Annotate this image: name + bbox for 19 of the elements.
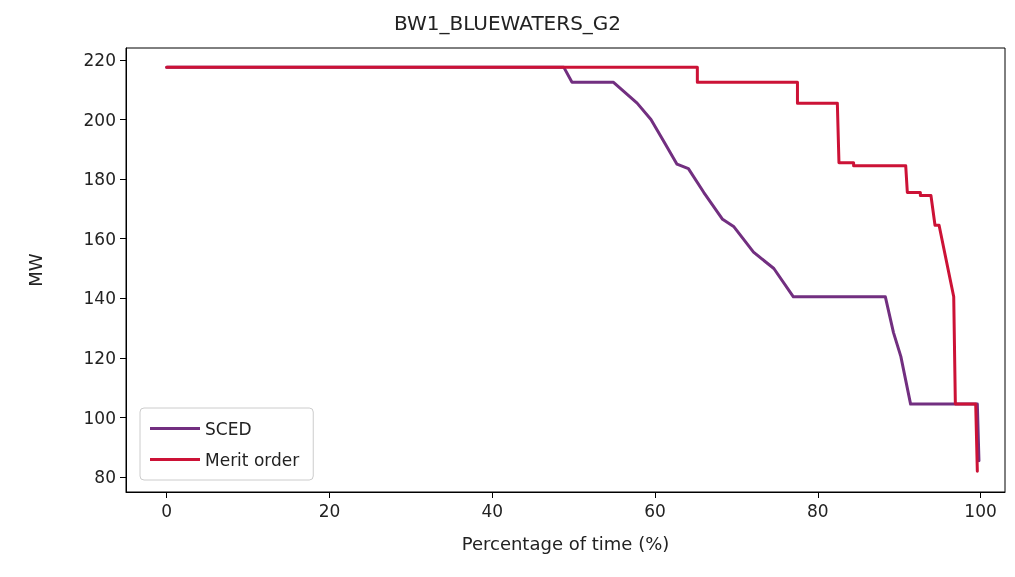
x-tick-label: 60 — [644, 500, 666, 521]
y-tick-label: 200 — [83, 109, 116, 130]
x-tick-label: 40 — [481, 500, 504, 521]
y-axis-title: MW — [24, 253, 46, 287]
legend-label: SCED — [205, 418, 252, 439]
y-tick-label: 140 — [83, 288, 116, 309]
x-axis-title: Percentage of time (%) — [461, 532, 670, 554]
y-tick-label: 80 — [94, 467, 116, 488]
y-tick-label: 220 — [83, 49, 116, 70]
legend-label: Merit order — [205, 449, 300, 470]
x-tick-label: 100 — [964, 500, 997, 521]
chart-title: BW1_BLUEWATERS_G2 — [393, 11, 622, 35]
x-tick-label: 80 — [806, 500, 829, 521]
y-tick-label: 160 — [83, 228, 116, 249]
x-tick-label: 20 — [318, 500, 341, 521]
x-tick-label: 0 — [161, 500, 173, 521]
y-tick-label: 120 — [83, 347, 116, 368]
y-tick-label: 180 — [83, 169, 116, 190]
y-tick-label: 100 — [83, 407, 116, 428]
